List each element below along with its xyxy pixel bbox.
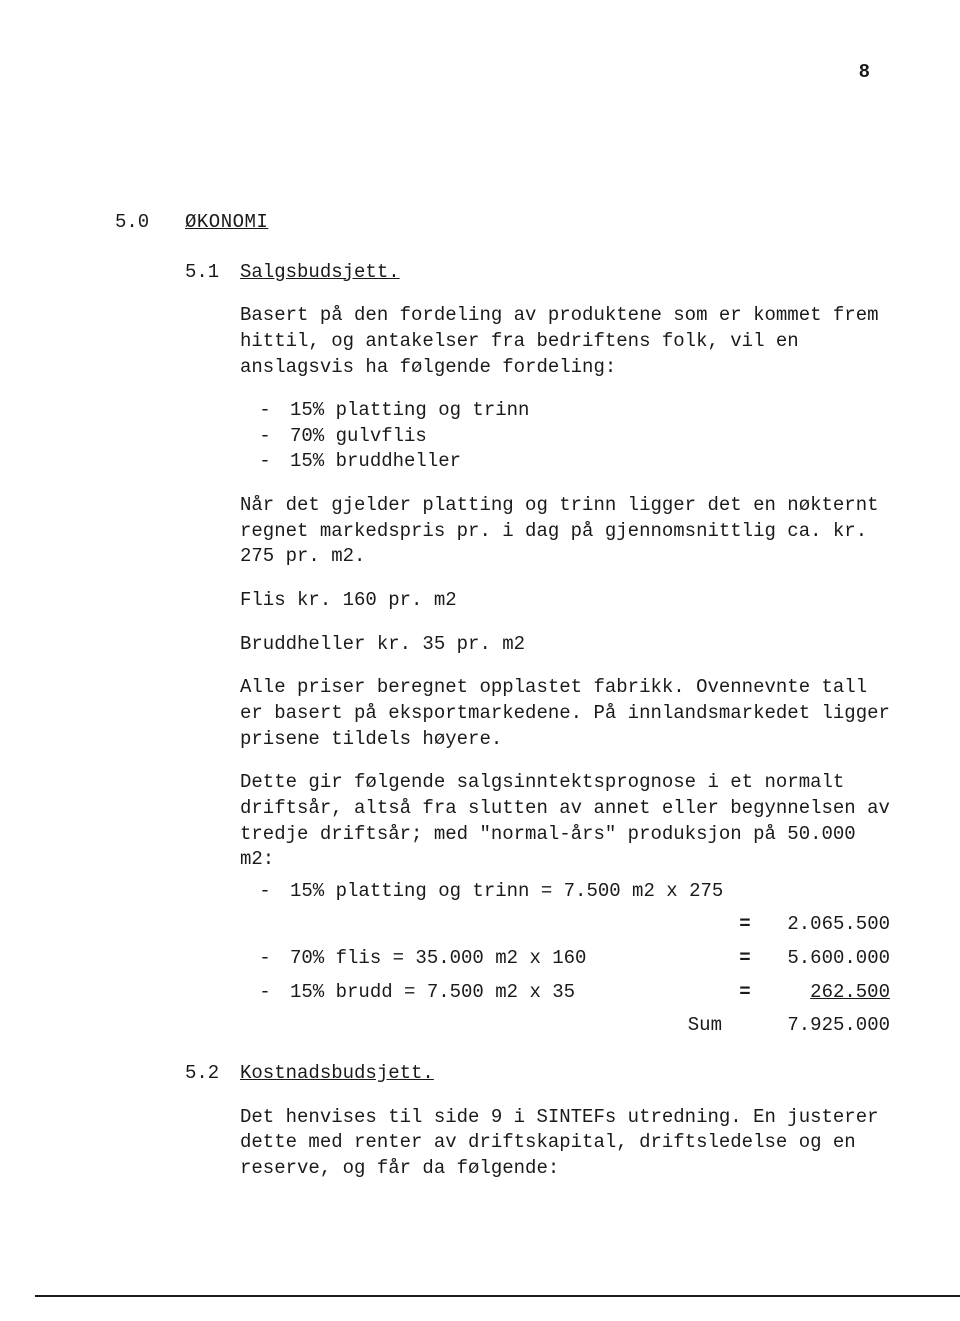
subsection-heading-row: 5.1 Salgsbudsjett. bbox=[185, 260, 890, 286]
equals-icon: = bbox=[730, 912, 760, 938]
list-item: - 15% platting og trinn bbox=[240, 398, 890, 424]
paragraph: Når det gjelder platting og trinn ligger… bbox=[240, 493, 890, 570]
calc-value: 5.600.000 bbox=[760, 946, 890, 972]
content-area: 5.0 ØKONOMI 5.1 Salgsbudsjett. Basert på… bbox=[115, 210, 890, 1200]
dash-icon: - bbox=[240, 946, 290, 972]
subsection-5-2: 5.2 Kostnadsbudsjett. Det henvises til s… bbox=[185, 1061, 890, 1182]
calc-line: - 15% platting og trinn = 7.500 m2 x 275 bbox=[240, 879, 890, 905]
list-item-text: 15% bruddheller bbox=[290, 449, 461, 475]
calc-value: 2.065.500 bbox=[760, 912, 890, 938]
paragraph: Det henvises til side 9 i SINTEFs utredn… bbox=[240, 1105, 890, 1182]
dash-icon: - bbox=[240, 879, 290, 905]
calc-line-value: = 2.065.500 bbox=[240, 912, 890, 938]
page: 8 5.0 ØKONOMI 5.1 Salgsbudsjett. Basert … bbox=[0, 0, 960, 1321]
section-title: ØKONOMI bbox=[185, 210, 268, 236]
equals-icon: = bbox=[730, 946, 760, 972]
calc-line: - 70% flis = 35.000 m2 x 160 = 5.600.000 bbox=[240, 946, 890, 972]
calc-line: - 15% brudd = 7.500 m2 x 35 = 262.500 bbox=[240, 980, 890, 1006]
paragraph: Bruddheller kr. 35 pr. m2 bbox=[240, 632, 890, 658]
list-item: - 15% bruddheller bbox=[240, 449, 890, 475]
paragraph: Flis kr. 160 pr. m2 bbox=[240, 588, 890, 614]
bullet-list: - 15% platting og trinn - 70% gulvflis -… bbox=[240, 398, 890, 475]
subsection-title: Salgsbudsjett. bbox=[240, 260, 400, 286]
sum-value: 7.925.000 bbox=[760, 1013, 890, 1039]
calculation-block: - 15% platting og trinn = 7.500 m2 x 275… bbox=[240, 879, 890, 1039]
paragraph: Alle priser beregnet opplastet fabrikk. … bbox=[240, 675, 890, 752]
list-item-text: 70% gulvflis bbox=[290, 424, 427, 450]
section-number: 5.0 bbox=[115, 210, 185, 236]
subsection-heading-row: 5.2 Kostnadsbudsjett. bbox=[185, 1061, 890, 1087]
subsection-body: Basert på den fordeling av produktene so… bbox=[240, 303, 890, 1039]
list-item-text: 15% platting og trinn bbox=[290, 398, 529, 424]
dash-icon: - bbox=[240, 398, 290, 424]
subsection-number: 5.2 bbox=[185, 1061, 240, 1087]
dash-icon: - bbox=[240, 449, 290, 475]
equals-icon: = bbox=[730, 980, 760, 1006]
page-number: 8 bbox=[859, 60, 870, 86]
calc-description: 15% platting og trinn = 7.500 m2 x 275 bbox=[290, 879, 730, 905]
paragraph: Dette gir følgende salgsinntektsprognose… bbox=[240, 770, 890, 873]
list-item: - 70% gulvflis bbox=[240, 424, 890, 450]
section-heading-row: 5.0 ØKONOMI bbox=[115, 210, 890, 236]
subsection-number: 5.1 bbox=[185, 260, 240, 286]
subsection-body: Det henvises til side 9 i SINTEFs utredn… bbox=[240, 1105, 890, 1182]
sum-label: Sum bbox=[240, 1013, 730, 1039]
horizontal-rule bbox=[35, 1295, 960, 1297]
paragraph: Basert på den fordeling av produktene so… bbox=[240, 303, 890, 380]
spacer bbox=[730, 1013, 760, 1039]
dash-icon: - bbox=[240, 980, 290, 1006]
sum-row: Sum 7.925.000 bbox=[240, 1013, 890, 1039]
subsection-5-1: 5.1 Salgsbudsjett. Basert på den fordeli… bbox=[185, 260, 890, 1039]
subsection-title: Kostnadsbudsjett. bbox=[240, 1061, 434, 1087]
calc-description: 15% brudd = 7.500 m2 x 35 bbox=[290, 980, 730, 1006]
calc-value: 262.500 bbox=[760, 980, 890, 1006]
dash-icon: - bbox=[240, 424, 290, 450]
calc-description: 70% flis = 35.000 m2 x 160 bbox=[290, 946, 730, 972]
